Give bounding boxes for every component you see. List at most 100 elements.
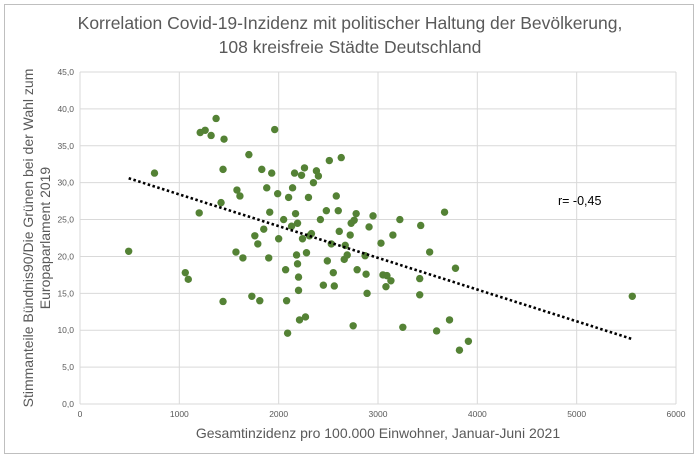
- data-point: [628, 292, 636, 300]
- data-point: [298, 235, 307, 243]
- data-point: [353, 266, 361, 274]
- data-point: [309, 178, 318, 187]
- data-point: [396, 215, 404, 224]
- data-point: [432, 327, 441, 335]
- data-point: [440, 208, 449, 216]
- data-point: [201, 126, 209, 134]
- data-point: [302, 249, 311, 257]
- data-point: [301, 313, 310, 321]
- data-point: [383, 271, 391, 280]
- data-point: [445, 316, 454, 324]
- y-tick-label: 15,0: [57, 288, 74, 298]
- data-point: [258, 165, 266, 174]
- data-point: [330, 282, 338, 290]
- data-point: [260, 225, 268, 233]
- data-point: [195, 209, 203, 217]
- data-point: [455, 346, 464, 354]
- data-point: [219, 165, 227, 174]
- data-point: [283, 329, 292, 337]
- data-point: [346, 231, 354, 239]
- y-tick-label: 5,0: [62, 362, 74, 372]
- data-point: [266, 208, 274, 216]
- data-point: [362, 270, 370, 278]
- y-tick-label: 30,0: [57, 178, 74, 188]
- data-point: [297, 171, 306, 179]
- data-point: [389, 231, 397, 239]
- data-point: [217, 198, 225, 207]
- data-point: [248, 292, 256, 300]
- data-point: [219, 297, 227, 306]
- data-point: [323, 257, 332, 265]
- data-point: [263, 184, 271, 192]
- data-point: [350, 216, 358, 224]
- data-point: [363, 289, 371, 298]
- data-point: [300, 164, 309, 172]
- data-point: [220, 135, 228, 143]
- x-tick-label: 2000: [269, 409, 288, 419]
- data-point: [268, 169, 276, 177]
- data-point: [279, 215, 288, 224]
- data-point: [212, 114, 220, 123]
- y-tick-label: 20,0: [57, 251, 74, 261]
- data-point: [293, 219, 302, 227]
- data-point: [382, 282, 390, 291]
- data-point: [464, 337, 473, 345]
- data-point: [295, 316, 304, 324]
- data-point: [273, 190, 282, 198]
- data-point: [294, 273, 303, 281]
- data-point: [369, 212, 377, 220]
- chart-frame: [4, 4, 694, 454]
- data-point: [239, 254, 247, 262]
- data-point: [207, 131, 215, 140]
- x-tick-label: 3000: [369, 409, 388, 419]
- data-point: [335, 227, 343, 236]
- data-point: [337, 153, 345, 162]
- y-tick-label: 45,0: [57, 67, 74, 77]
- data-point: [365, 223, 373, 231]
- data-point: [290, 169, 299, 177]
- data-point: [416, 291, 424, 299]
- data-point: [256, 297, 264, 305]
- data-point: [274, 235, 283, 243]
- data-point: [416, 274, 424, 283]
- data-point: [284, 193, 293, 202]
- y-tick-label: 25,0: [57, 215, 74, 225]
- x-tick-label: 6000: [667, 409, 686, 419]
- data-point: [304, 193, 313, 202]
- x-tick-label: 1000: [170, 409, 189, 419]
- data-point: [281, 266, 290, 274]
- data-point: [254, 240, 262, 248]
- x-tick-label: 0: [78, 409, 83, 419]
- data-point: [399, 323, 407, 331]
- data-point: [236, 192, 244, 200]
- y-tick-label: 10,0: [57, 325, 74, 335]
- data-point: [293, 260, 302, 268]
- data-point: [288, 184, 297, 192]
- data-point: [184, 275, 192, 284]
- data-point: [349, 322, 357, 330]
- data-point: [387, 277, 395, 285]
- data-point: [292, 251, 301, 259]
- data-point: [325, 156, 334, 165]
- y-axis-title-line-1: Stimmanteile Bündnis90/Die Grünen bei de…: [20, 69, 36, 408]
- data-point: [314, 172, 323, 180]
- y-tick-label: 35,0: [57, 141, 74, 151]
- data-point: [265, 254, 273, 262]
- data-point: [352, 209, 360, 218]
- data-point: [181, 268, 189, 277]
- data-point: [334, 207, 342, 215]
- data-point: [245, 150, 253, 159]
- trendline: [128, 177, 633, 341]
- data-point: [150, 169, 159, 177]
- data-point: [319, 281, 328, 289]
- y-tick-label: 40,0: [57, 104, 74, 114]
- data-point: [270, 125, 279, 134]
- data-point: [329, 268, 337, 277]
- x-tick-label: 5000: [567, 409, 586, 419]
- data-point: [124, 247, 133, 255]
- data-point: [417, 221, 425, 230]
- chart-title-line-2: 108 kreisfreie Städte Deutschland: [218, 37, 482, 57]
- y-axis-title-line-2: Europaparlament 2019: [37, 167, 53, 310]
- x-axis-title: Gesamtinzidenz pro 100.000 Einwohner, Ja…: [196, 425, 560, 441]
